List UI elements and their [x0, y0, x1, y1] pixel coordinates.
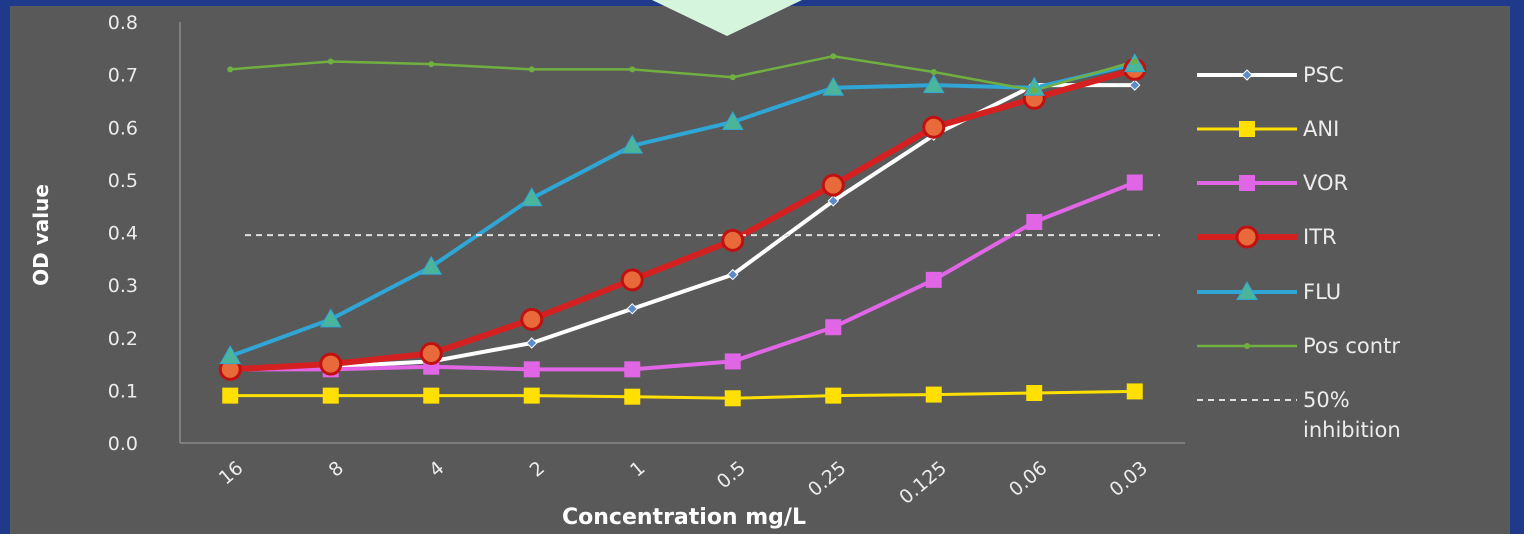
y-tick-label: 0.7 — [108, 65, 138, 87]
series-itr-marker — [721, 228, 745, 252]
legend: PSC ANI VOR ITR FLU Pos contr 50% inhibition — [1197, 63, 1401, 442]
legend-50-inhibition-label: inhibition — [1303, 418, 1401, 442]
legend-vor-label: VOR — [1303, 171, 1348, 195]
series-pos-contr-marker — [830, 53, 837, 60]
series-psc-marker — [727, 268, 739, 281]
x-tick-label: 0.06 — [1005, 457, 1052, 501]
x-tick-label: 16 — [215, 457, 248, 489]
legend-pos-contr-label: Pos contr — [1303, 334, 1400, 358]
series-markers — [218, 53, 1147, 407]
legend-flu-label: FLU — [1303, 280, 1341, 304]
y-axis-title: OD value — [29, 184, 53, 286]
series-vor-marker — [1026, 213, 1043, 230]
series-ani-marker — [1026, 385, 1043, 402]
series-pos-contr-marker — [327, 58, 334, 65]
series-vor-line — [230, 180, 1136, 372]
series-lines — [229, 54, 1160, 400]
series-itr-marker — [419, 342, 443, 366]
series-flu-marker — [520, 187, 543, 207]
legend-flu-marker — [1236, 280, 1258, 300]
y-tick-label: 0.3 — [108, 275, 138, 297]
x-tick-label: 1 — [626, 457, 649, 482]
legend-itr-label: ITR — [1303, 225, 1337, 249]
chart-panel — [10, 6, 1510, 534]
x-tick-label: 0.03 — [1105, 457, 1152, 501]
series-ani-marker — [222, 387, 239, 404]
legend-ani-marker — [1239, 121, 1255, 137]
series-itr-marker — [922, 115, 946, 139]
series-ani-marker — [423, 387, 440, 404]
x-tick-label: 0.5 — [713, 457, 750, 493]
legend-psc-marker — [1241, 69, 1253, 81]
series-flu-marker — [621, 134, 644, 154]
series-pos-contr-marker — [227, 66, 234, 73]
series-pos-contr-marker — [428, 61, 435, 68]
series-itr-marker — [821, 173, 845, 197]
x-tick-label: 0.25 — [804, 457, 851, 501]
y-tick-label: 0.4 — [108, 223, 138, 245]
series-psc-marker — [827, 195, 839, 207]
series-vor-marker — [925, 271, 942, 288]
series-ani-marker — [322, 387, 339, 404]
series-flu-marker — [822, 76, 845, 96]
series-ani-marker — [1126, 383, 1143, 400]
legend-pos-contr-marker — [1244, 343, 1250, 349]
series-flu-marker — [721, 110, 744, 130]
x-tick-label: 4 — [425, 457, 448, 482]
series-ani-marker — [925, 386, 942, 403]
down-arrow-icon — [652, 0, 802, 36]
series-vor-marker — [523, 361, 540, 378]
legend-itr-marker — [1235, 225, 1259, 249]
legend-vor-marker — [1239, 175, 1255, 191]
series-psc-line — [230, 83, 1135, 372]
series-pos-contr-marker — [729, 74, 736, 81]
legend-ani-label: ANI — [1303, 117, 1339, 141]
x-tick-label: 8 — [325, 457, 348, 482]
series-itr-marker — [319, 352, 343, 376]
y-tick-label: 0.0 — [108, 433, 138, 455]
series-ani-marker — [724, 390, 741, 407]
y-tick-label: 0.5 — [108, 170, 138, 192]
legend-psc-label: PSC — [1303, 63, 1344, 87]
series-pos-contr-marker — [528, 66, 535, 73]
x-tick-label: 0.125 — [895, 457, 951, 509]
series-ani-marker — [523, 387, 540, 404]
series-pos-contr-line — [230, 54, 1136, 92]
series-vor-marker — [624, 361, 641, 378]
series-flu-marker — [1023, 76, 1046, 96]
legend-50-inhibition-label: 50% — [1303, 388, 1350, 412]
series-flu-marker — [319, 308, 342, 328]
series-itr-line — [230, 66, 1136, 373]
axes — [179, 22, 1185, 444]
series-itr-marker — [520, 307, 544, 331]
series-flu-marker — [922, 74, 945, 94]
series-psc-marker — [526, 337, 538, 349]
series-flu-line — [229, 62, 1136, 359]
y-ticks: 0.0 0.1 0.2 0.3 0.4 0.5 0.6 0.7 0.8 — [108, 12, 138, 455]
x-ticks: 16 8 4 2 1 0.5 0.25 0.125 0.06 0.03 — [215, 457, 1152, 509]
y-tick-label: 0.1 — [108, 380, 138, 402]
y-tick-label: 0.8 — [108, 12, 138, 34]
y-tick-label: 0.2 — [108, 328, 138, 350]
series-vor-marker — [825, 319, 842, 336]
x-tick-label: 2 — [526, 457, 549, 482]
series-pos-contr-marker — [1031, 87, 1038, 94]
series-psc-marker — [626, 303, 638, 315]
x-axis-title: Concentration mg/L — [562, 505, 806, 530]
series-psc-marker — [1129, 79, 1141, 91]
series-ani-marker — [624, 388, 641, 405]
y-tick-label: 0.6 — [108, 117, 138, 139]
series-pos-contr-marker — [1131, 58, 1138, 65]
series-itr-marker — [620, 268, 644, 292]
series-pos-contr-marker — [629, 66, 636, 73]
series-vor-marker — [1126, 174, 1143, 191]
series-ani-marker — [825, 387, 842, 404]
series-flu-marker — [420, 255, 443, 275]
series-ani-line — [230, 389, 1135, 400]
series-flu-marker — [219, 345, 242, 365]
series-pos-contr-marker — [930, 68, 937, 75]
series-vor-marker — [724, 353, 741, 370]
